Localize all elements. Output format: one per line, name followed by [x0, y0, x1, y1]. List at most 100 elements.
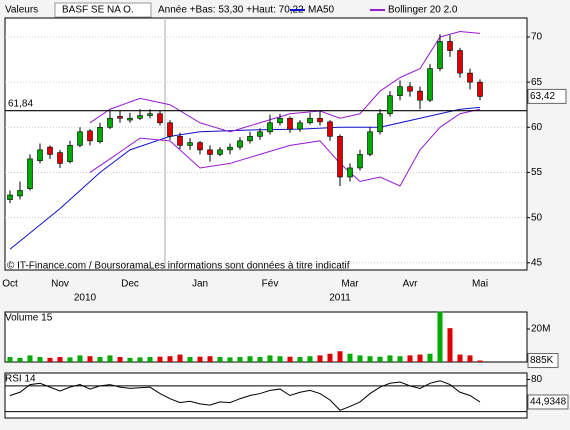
volume-bar	[357, 355, 363, 362]
y-tick-label: 80	[531, 374, 543, 385]
volume-bar	[157, 356, 163, 362]
volume-bar	[37, 357, 43, 362]
candle-body	[157, 113, 163, 124]
price-panel	[4, 17, 528, 271]
candle-body	[327, 121, 333, 137]
candle-body	[257, 131, 263, 137]
header-label: Valeurs	[5, 5, 38, 16]
volume-bar	[177, 354, 183, 362]
last-value-label: 63,42	[530, 91, 555, 102]
candle-body	[47, 146, 53, 155]
candle-body	[17, 190, 23, 197]
candle-body	[107, 117, 113, 128]
candle-body	[397, 86, 403, 96]
candle-body	[477, 81, 483, 97]
candle-body	[187, 142, 193, 146]
volume-bar	[117, 357, 123, 362]
volume-bar	[147, 357, 153, 362]
candle-body	[207, 149, 213, 155]
candle-body	[167, 122, 173, 137]
candle-body	[87, 130, 93, 142]
volume-bar	[27, 355, 33, 362]
panel-title: Volume 15	[5, 313, 53, 324]
last-value-box	[527, 353, 559, 369]
volume-bar	[317, 355, 323, 362]
volume-bar	[7, 357, 13, 362]
candle-body	[57, 152, 63, 164]
reference-label: 61,84	[8, 98, 33, 109]
last-value-label: 44,9348	[530, 397, 567, 408]
overlay-line	[89, 108, 481, 187]
candle-body	[147, 113, 153, 116]
legend-entry: Bollinger 20 2.0	[388, 5, 458, 16]
candle-body	[37, 149, 43, 162]
x-tick-label: Mai	[472, 279, 488, 290]
legend-entry: MA50	[308, 5, 335, 16]
x-tick-label: Nov	[51, 279, 69, 290]
volume-bar	[87, 356, 93, 362]
candle-body	[97, 126, 103, 143]
volume-bar	[397, 356, 403, 362]
candle-body	[7, 194, 13, 200]
candle-body	[297, 122, 303, 130]
panel-title: RSI 14	[5, 374, 36, 385]
volume-bar	[417, 354, 423, 362]
volume-bar	[447, 328, 453, 362]
volume-bar	[197, 356, 203, 362]
candle-body	[267, 122, 273, 133]
volume-bar	[137, 357, 143, 362]
candle-body	[427, 68, 433, 101]
volume-bar	[167, 356, 173, 362]
x-tick-label: Avr	[403, 279, 418, 290]
y-tick-label: 55	[531, 167, 543, 178]
volume-bar	[477, 360, 483, 362]
candle-body	[127, 117, 133, 121]
x-tick-label: Oct	[2, 279, 18, 290]
candle-body	[197, 142, 203, 151]
volume-bar	[427, 353, 433, 362]
candle-body	[417, 90, 423, 101]
volume-bar	[297, 357, 303, 362]
volume-bar	[307, 356, 313, 362]
y-tick-label: 60	[531, 122, 543, 133]
year-range: Année +Bas: 53,30 +Haut: 70,22	[158, 5, 304, 16]
candle-body	[67, 145, 73, 162]
volume-bar	[267, 355, 273, 362]
volume-bar	[337, 351, 343, 362]
candle-body	[217, 149, 223, 155]
x-tick-label: Jan	[192, 279, 208, 290]
source: © IT-Finance.com / BoursoramaLes informa…	[7, 261, 350, 272]
candle-body	[407, 86, 413, 92]
y-tick-label: 45	[531, 257, 543, 268]
volume-bar	[237, 357, 243, 362]
volume-bar	[387, 355, 393, 362]
candle-body	[287, 117, 293, 130]
candle-body	[387, 95, 393, 115]
volume-bar	[227, 357, 233, 362]
volume-bar	[17, 357, 23, 362]
y-tick-label: 70	[531, 32, 543, 43]
volume-bar	[277, 356, 283, 362]
candle-body	[437, 41, 443, 69]
symbol: BASF SE NA O.	[62, 5, 134, 16]
candle-body	[237, 140, 243, 148]
volume-bar	[327, 353, 333, 362]
candle-body	[457, 50, 463, 74]
volume-bar	[207, 356, 213, 362]
volume-bar	[457, 354, 463, 362]
volume-bar	[247, 356, 253, 362]
year-label: 2011	[329, 293, 351, 304]
volume-bar	[377, 356, 383, 362]
overlay-line	[9, 106, 481, 250]
volume-bar	[367, 356, 373, 362]
candle-body	[177, 136, 183, 146]
candle-body	[137, 115, 143, 119]
candle-body	[357, 154, 363, 169]
y-tick-label: 50	[531, 212, 543, 223]
candle-body	[227, 146, 233, 151]
candle-body	[347, 167, 353, 178]
volume-bar	[467, 355, 473, 362]
volume-bar	[437, 311, 443, 362]
